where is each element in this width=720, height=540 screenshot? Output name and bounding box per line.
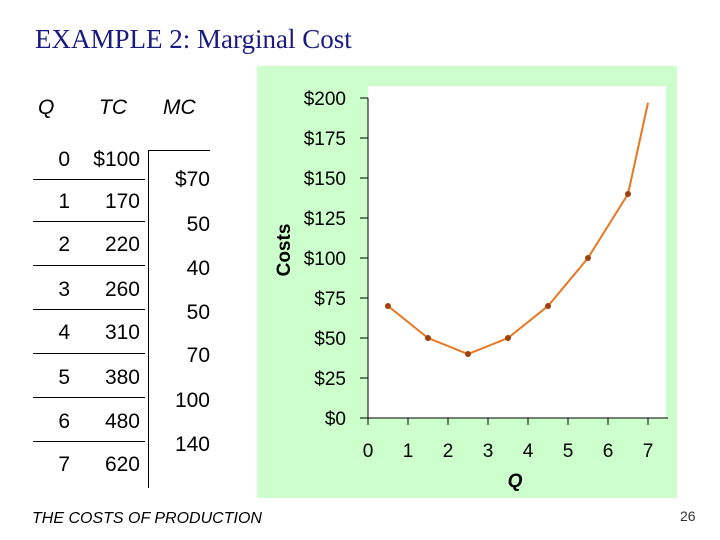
mc-value: 50 — [186, 301, 210, 324]
y-tick-label: $75 — [314, 289, 346, 310]
cell-q: 0 — [58, 148, 70, 171]
y-axis-label: Costs — [274, 224, 295, 277]
mc-point — [425, 335, 431, 341]
mc-value: 50 — [186, 213, 210, 236]
x-tick-label: 7 — [643, 441, 654, 462]
y-tick-label: $125 — [304, 209, 346, 230]
x-tick-label: 4 — [523, 441, 534, 462]
header-mc: MC — [163, 96, 196, 119]
mc-point — [625, 191, 631, 197]
cell-q: 2 — [58, 233, 70, 256]
x-tick-label: 3 — [483, 441, 494, 462]
cell-q: 5 — [58, 366, 70, 389]
mc-line — [387, 102, 649, 356]
cell-q: 6 — [58, 410, 70, 433]
y-tick-label: $25 — [314, 369, 346, 390]
row-divider — [33, 221, 145, 222]
plot-area — [368, 86, 666, 418]
x-axis-label: Q — [508, 471, 523, 492]
row-divider — [33, 441, 145, 442]
mc-value: 100 — [174, 389, 210, 412]
mc-point — [545, 303, 551, 309]
mc-point — [465, 351, 471, 357]
row-divider — [33, 179, 145, 180]
y-tick-label: $175 — [304, 129, 346, 150]
row-divider — [33, 353, 145, 354]
mc-bracket-top — [148, 150, 210, 151]
cell-q: 4 — [58, 321, 70, 344]
row-divider — [33, 309, 145, 310]
y-tick-label: $100 — [304, 249, 346, 270]
x-tick-label: 1 — [403, 441, 414, 462]
cell-q: 3 — [58, 278, 70, 301]
x-tick-label: 0 — [363, 441, 374, 462]
x-tick-label: 5 — [563, 441, 574, 462]
mc-point — [385, 303, 391, 309]
mc-series — [385, 102, 649, 357]
mc-value: $70 — [174, 168, 210, 191]
row-divider — [33, 265, 145, 266]
mc-value: 40 — [186, 257, 210, 280]
cell-q: 7 — [58, 453, 70, 476]
x-tick-label: 2 — [443, 441, 454, 462]
cell-tc: 170 — [104, 190, 140, 213]
y-tick-label: $200 — [304, 89, 346, 110]
cell-tc: 310 — [104, 321, 140, 344]
header-q: Q — [38, 96, 55, 119]
slide-title: EXAMPLE 2: Marginal Cost — [35, 24, 352, 54]
cell-tc: 380 — [104, 366, 140, 389]
header-tc: TC — [99, 96, 127, 119]
page-number: 26 — [680, 508, 696, 524]
mc-value: 70 — [186, 344, 210, 367]
mc-point — [505, 335, 511, 341]
mc-value: 140 — [174, 433, 210, 456]
y-axis: $0 $25 $50 $75 $100 $125 $150 $175 $200 — [304, 89, 369, 430]
y-tick-label: $0 — [325, 409, 346, 430]
row-divider — [33, 397, 145, 398]
footer-text: THE COSTS OF PRODUCTION — [32, 510, 262, 527]
cell-tc: 260 — [104, 278, 140, 301]
mc-divider — [148, 150, 149, 488]
cell-tc: 620 — [104, 453, 140, 476]
y-tick-label: $50 — [314, 329, 346, 350]
x-tick-label: 6 — [603, 441, 614, 462]
cell-tc: $100 — [93, 148, 140, 171]
y-tick-label: $150 — [304, 169, 346, 190]
cell-tc: 480 — [104, 410, 140, 433]
mc-point — [585, 255, 591, 261]
x-axis: 0 1 2 3 4 5 6 7 — [360, 417, 668, 462]
cell-q: 1 — [58, 190, 70, 213]
cell-tc: 220 — [104, 233, 140, 256]
